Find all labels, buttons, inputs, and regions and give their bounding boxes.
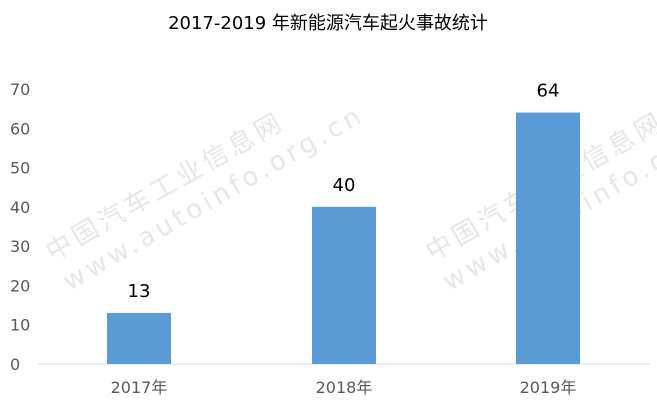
y-tick-label: 10 xyxy=(10,316,30,335)
chart-title: 2017-2019 年新能源汽车起火事故统计 xyxy=(168,13,488,34)
y-tick-label: 40 xyxy=(10,198,30,217)
y-tick-label: 0 xyxy=(10,355,20,374)
y-tick-label: 60 xyxy=(10,119,30,138)
x-tick-label: 2018年 xyxy=(316,378,373,397)
x-tick-label: 2017年 xyxy=(111,378,168,397)
data-label: 40 xyxy=(333,175,356,196)
y-tick-label: 20 xyxy=(10,276,30,295)
y-tick-label: 30 xyxy=(10,237,30,256)
bar-2017年 xyxy=(107,312,171,364)
x-tick-label: 2019年 xyxy=(520,378,577,397)
data-label: 13 xyxy=(128,281,151,302)
bar-2018年 xyxy=(312,206,376,364)
y-tick-label: 70 xyxy=(10,80,30,99)
y-tick-label: 50 xyxy=(10,159,30,178)
bar-2019年 xyxy=(516,112,580,364)
data-label: 64 xyxy=(537,81,560,102)
